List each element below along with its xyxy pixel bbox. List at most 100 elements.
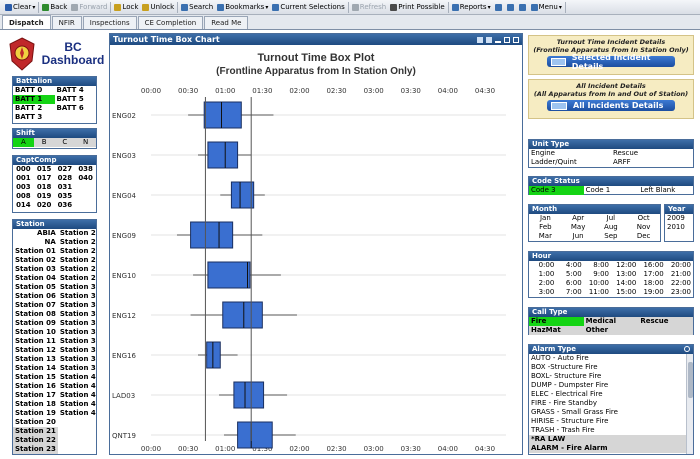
shift-item[interactable]: A (13, 138, 34, 147)
station-item[interactable]: Station 34 (59, 319, 97, 327)
station-item[interactable]: Station 25 (59, 238, 97, 246)
hour-item[interactable]: 0:00 (538, 261, 555, 269)
call-type-item[interactable]: Fire (529, 317, 584, 326)
tab-ce-completion[interactable]: CE Completion (137, 16, 204, 29)
station-item[interactable]: Station 10 (15, 328, 56, 336)
tab-read-me[interactable]: Read Me (204, 16, 249, 29)
station-item[interactable]: Station 36 (59, 337, 97, 345)
captcomp-item[interactable]: 019 (36, 192, 52, 200)
hour-item[interactable]: 14:00 (616, 279, 637, 287)
alarm-type-item[interactable]: FIRE - Fire Standby (531, 399, 598, 407)
station-item[interactable]: Station 31 (59, 292, 97, 300)
hour-item[interactable]: 8:00 (593, 261, 609, 269)
captcomp-item[interactable]: 015 (36, 165, 52, 173)
battalion-item[interactable]: BATT 5 (56, 95, 84, 103)
hour-item[interactable]: 15:00 (616, 288, 637, 296)
hour-item[interactable]: 16:00 (643, 261, 664, 269)
battalion-item[interactable]: BATT 1 (13, 95, 55, 104)
minimize-icon[interactable] (495, 40, 501, 43)
captcomp-item[interactable]: 020 (36, 201, 52, 209)
station-item[interactable]: Station 04 (15, 274, 56, 282)
box-eng09[interactable] (190, 221, 234, 249)
call-type-item[interactable]: HazMat (529, 326, 584, 335)
user-button[interactable] (517, 1, 529, 14)
battalion-item[interactable]: BATT 2 (15, 104, 43, 112)
hour-item[interactable]: 12:00 (616, 261, 637, 269)
alarm-type-item[interactable]: ELEC - Electrical Fire (531, 390, 603, 398)
station-item[interactable]: Station 26 (59, 247, 97, 255)
year-item[interactable]: 2009 (667, 214, 685, 222)
station-item[interactable]: Station 41 (59, 382, 97, 390)
tab-inspections[interactable]: Inspections (82, 16, 137, 29)
month-item[interactable]: Jul (606, 214, 616, 222)
captcomp-item[interactable]: 017 (36, 174, 52, 182)
captcomp-item[interactable]: 040 (78, 174, 93, 182)
alarm-type-scrollbar[interactable] (686, 354, 693, 454)
bookmarks-button[interactable]: Bookmarks ▾ (215, 1, 270, 14)
hour-item[interactable]: 5:00 (565, 270, 582, 278)
station-item[interactable]: Station 13 (15, 355, 56, 363)
month-item[interactable]: Jan (539, 214, 551, 222)
station-item[interactable]: Station 08 (15, 310, 56, 318)
captcomp-item[interactable]: 031 (57, 183, 73, 191)
unlock-button[interactable]: Unlock (140, 1, 176, 14)
month-item[interactable]: Jun (572, 232, 584, 240)
captcomp-item[interactable]: 036 (57, 201, 73, 209)
battalion-item[interactable]: BATT 6 (56, 104, 84, 112)
tab-nfir[interactable]: NFIR (51, 16, 82, 29)
station-item[interactable]: Station 30 (59, 283, 97, 291)
lock-button[interactable]: Lock (112, 1, 140, 14)
code-status-item[interactable]: Code 3 (529, 186, 584, 195)
station-item[interactable]: Station 12 (15, 346, 56, 354)
battalion-item[interactable]: BATT 4 (56, 86, 84, 94)
month-item[interactable]: Feb (539, 223, 552, 231)
station-item[interactable]: Station 35 (59, 328, 97, 336)
month-item[interactable]: Mar (538, 232, 552, 240)
box-qnt19[interactable] (237, 421, 273, 449)
call-type-item[interactable]: Medical (583, 317, 639, 326)
copy-icon[interactable] (504, 36, 510, 43)
captcomp-item[interactable]: 018 (36, 183, 52, 191)
captcomp-item[interactable]: 038 (78, 165, 93, 173)
station-item[interactable]: Station 24 (59, 229, 97, 237)
hour-item[interactable]: 20:00 (670, 261, 691, 269)
box-eng16[interactable] (206, 341, 221, 369)
unit-type-item[interactable]: Ladder/Quint (529, 158, 611, 167)
tab-dispatch[interactable]: Dispatch (2, 15, 51, 29)
reports-button[interactable]: Reports ▾ (450, 1, 493, 14)
current-selections-button[interactable]: Current Selections (270, 1, 346, 14)
shift-item[interactable]: C (54, 138, 76, 147)
hour-item[interactable]: 4:00 (565, 261, 582, 269)
month-item[interactable]: May (570, 223, 586, 231)
alarm-type-item[interactable]: *RA LAW (529, 435, 686, 444)
captcomp-item[interactable]: 014 (16, 201, 31, 209)
back-button[interactable]: Back (40, 1, 69, 14)
station-item[interactable]: Station 44 (59, 409, 97, 417)
restore-icon[interactable] (513, 36, 519, 43)
captcomp-item[interactable]: 003 (16, 183, 31, 191)
station-item[interactable]: Station 38 (59, 355, 97, 363)
station-item[interactable]: Station 14 (15, 364, 56, 372)
sheet-button[interactable] (493, 1, 505, 14)
code-status-item[interactable]: Code 1 (585, 186, 611, 194)
station-item[interactable]: Station 29 (59, 274, 97, 282)
station-item[interactable]: Station 37 (59, 346, 97, 354)
station-item[interactable]: Station 28 (59, 265, 97, 273)
hour-item[interactable]: 17:00 (643, 270, 664, 278)
station-item[interactable]: Station 18 (15, 400, 56, 408)
hour-item[interactable]: 10:00 (588, 279, 609, 287)
alarm-type-item[interactable]: HIRISE - Structure Fire (531, 417, 609, 425)
box-lad03[interactable] (233, 381, 265, 409)
battalion-item[interactable]: BATT 0 (15, 86, 43, 94)
station-item[interactable]: Station 05 (15, 283, 56, 291)
station-item[interactable]: Station 22 (13, 436, 58, 445)
hour-item[interactable]: 7:00 (565, 288, 582, 296)
search-button[interactable]: Search (179, 1, 215, 14)
alarm-type-item[interactable]: GRASS - Small Grass Fire (531, 408, 618, 416)
hour-item[interactable]: 11:00 (588, 288, 609, 296)
refresh-button[interactable]: Refresh (350, 1, 388, 14)
station-item[interactable]: Station 19 (15, 409, 56, 417)
station-item[interactable]: Station 09 (15, 319, 56, 327)
unit-type-item[interactable]: Rescue (611, 149, 693, 158)
alarm-type-item[interactable]: DUMP - Dumpster Fire (531, 381, 609, 389)
